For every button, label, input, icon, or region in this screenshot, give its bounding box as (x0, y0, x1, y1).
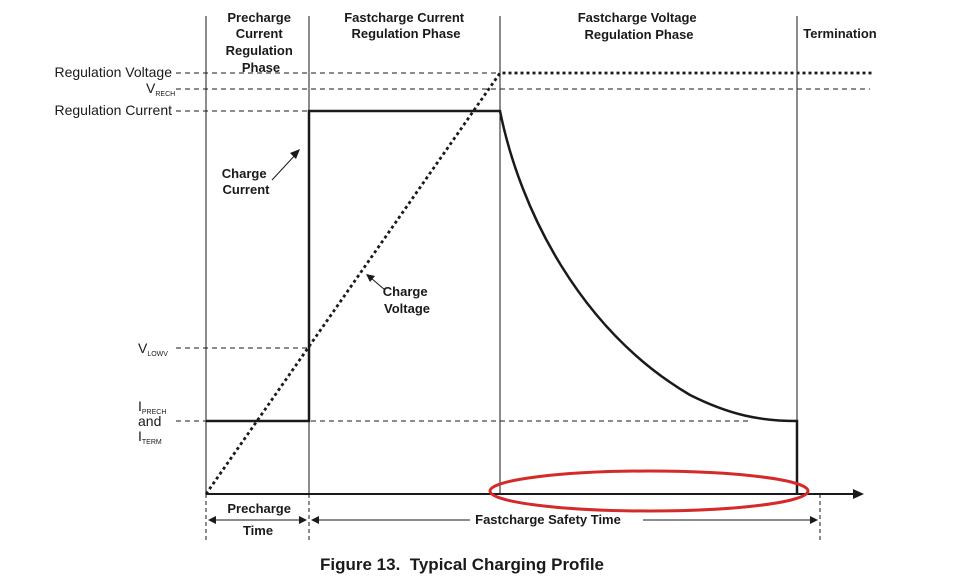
precharge-time-arrowhead-left (208, 516, 216, 524)
precharge-time-label: Precharge Time (227, 501, 294, 538)
charge-voltage-arrowhead (366, 274, 375, 282)
fastcharge-safety-arrowhead-left (311, 516, 319, 524)
time-axis-arrowhead (853, 489, 864, 499)
fastcharge-safety-arrowhead-right (810, 516, 818, 524)
vrech-label: VRECH (146, 80, 175, 98)
and-label: and (138, 413, 161, 429)
charge-voltage-curve (204, 71, 872, 495)
precharge-phase-label: Precharge Current Regulation Phase (226, 10, 297, 75)
charge-current-leader (271, 152, 298, 181)
charge-voltage-leader (370, 277, 386, 291)
charge-current-annotation: Charge Current (222, 166, 270, 197)
iprech-label: IPRECH (138, 398, 166, 416)
figure-caption: Figure 13. Typical Charging Profile (320, 555, 604, 574)
regulation-current-label: Regulation Current (54, 102, 172, 118)
charge-voltage-annotation: Charge Voltage (383, 284, 431, 316)
precharge-time-arrowhead-right (299, 516, 307, 524)
fastcharge-safety-time-label: Fastcharge Safety Time (475, 512, 621, 527)
charge-current-arrowhead (290, 149, 300, 159)
regulation-voltage-label: Regulation Voltage (54, 64, 172, 80)
vlowv-label: VLOWV (138, 340, 168, 358)
charge-current-curve (206, 109, 799, 494)
termination-phase-label: Termination (803, 26, 876, 41)
iterm-label: ITERM (138, 428, 162, 446)
fastcharge-voltage-phase-label: Fastcharge Voltage Regulation Phase (578, 10, 701, 42)
fastcharge-current-phase-label: Fastcharge Current Regulation Phase (344, 10, 468, 41)
highlight-ellipse (488, 469, 810, 513)
